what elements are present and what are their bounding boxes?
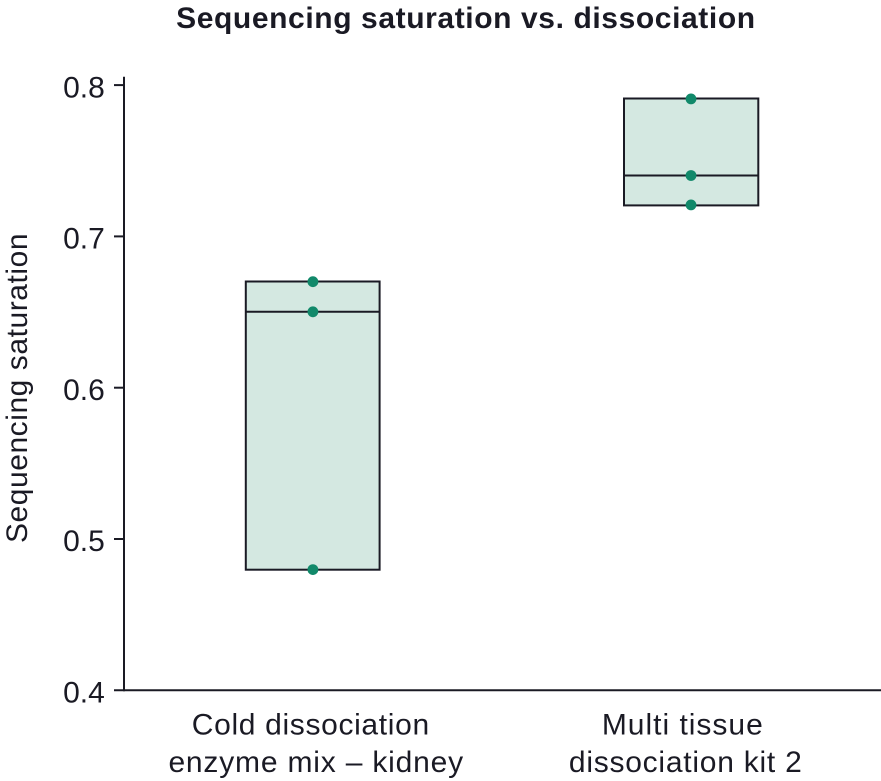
svg-text:Cold dissociation: Cold dissociation: [192, 709, 430, 742]
svg-text:0.4: 0.4: [63, 677, 105, 710]
svg-text:0.5: 0.5: [63, 525, 105, 558]
svg-text:enzyme mix – kidney: enzyme mix – kidney: [168, 746, 464, 779]
svg-text:0.6: 0.6: [63, 374, 105, 407]
svg-text:Multi tissue: Multi tissue: [602, 709, 764, 742]
svg-text:0.7: 0.7: [63, 223, 105, 256]
svg-text:Sequencing saturation: Sequencing saturation: [1, 233, 34, 543]
svg-text:dissociation kit 2: dissociation kit 2: [569, 746, 803, 779]
svg-text:0.8: 0.8: [63, 71, 105, 104]
svg-text:Sequencing saturation vs. diss: Sequencing saturation vs. dissociation: [176, 2, 756, 35]
